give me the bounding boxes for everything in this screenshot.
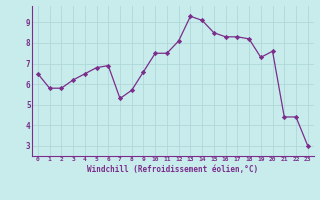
X-axis label: Windchill (Refroidissement éolien,°C): Windchill (Refroidissement éolien,°C) [87,165,258,174]
